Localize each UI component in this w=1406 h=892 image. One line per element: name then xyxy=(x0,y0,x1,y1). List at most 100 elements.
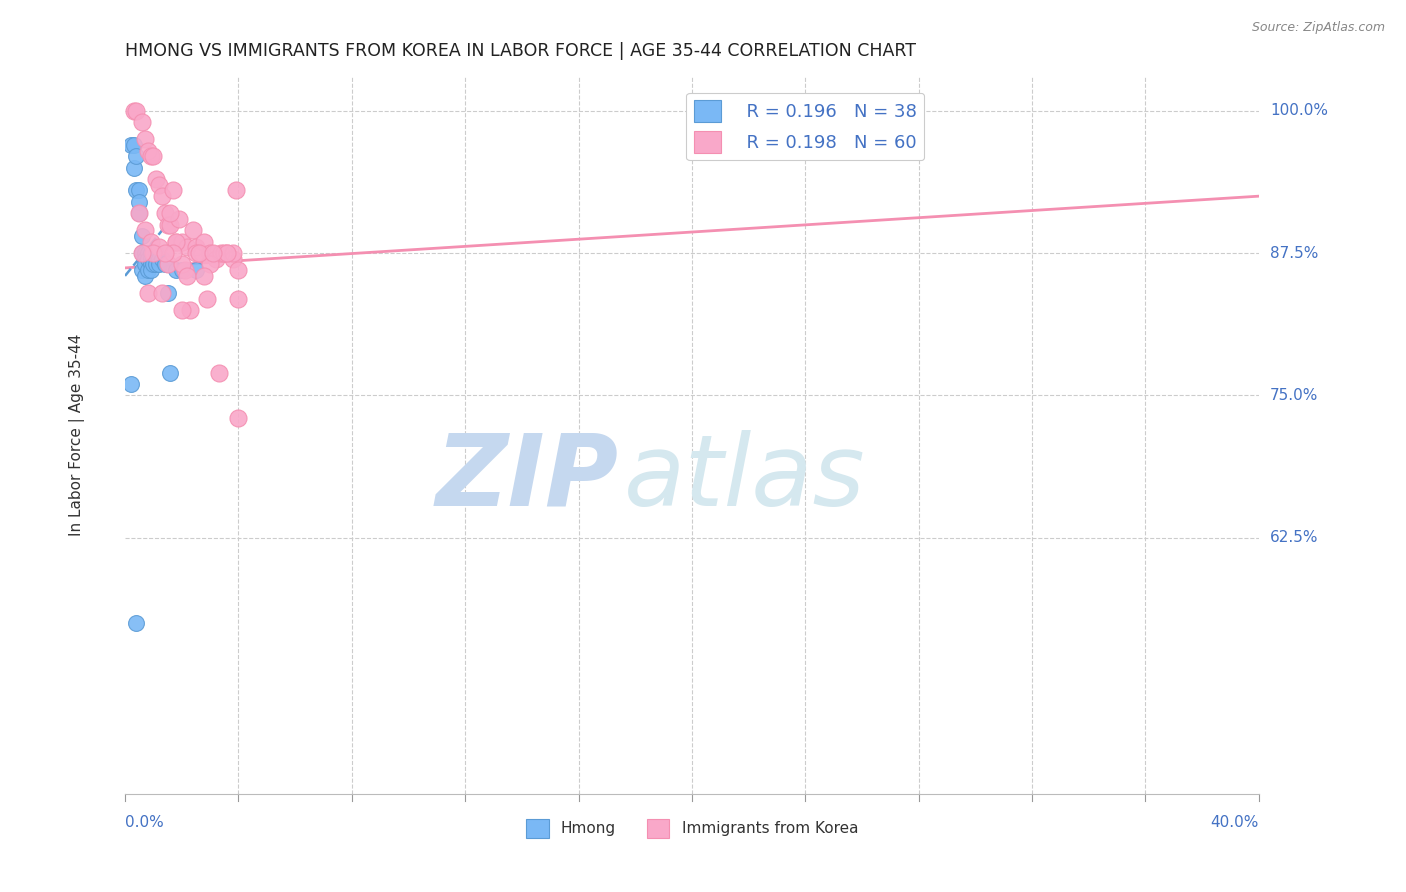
Point xyxy=(122,103,145,118)
Point xyxy=(179,303,201,318)
Point xyxy=(134,258,156,272)
Point xyxy=(222,252,245,266)
Point xyxy=(131,115,153,129)
Point xyxy=(148,258,170,272)
Point xyxy=(139,263,162,277)
Point xyxy=(153,246,176,260)
Point xyxy=(122,137,145,152)
Point xyxy=(212,246,235,260)
Point xyxy=(165,263,187,277)
Point xyxy=(139,149,162,163)
Point xyxy=(207,366,229,380)
Point xyxy=(150,285,173,300)
Point xyxy=(184,263,207,277)
Point xyxy=(215,246,238,260)
Point xyxy=(128,184,150,198)
Point xyxy=(148,240,170,254)
Text: 0.0%: 0.0% xyxy=(125,814,163,830)
Point xyxy=(142,252,165,266)
Point xyxy=(156,218,179,232)
Point xyxy=(170,235,193,249)
Point xyxy=(156,258,179,272)
Legend: Hmong, Immigrants from Korea: Hmong, Immigrants from Korea xyxy=(520,813,865,844)
Point xyxy=(159,366,181,380)
Point xyxy=(184,240,207,254)
Point xyxy=(153,258,176,272)
Point xyxy=(228,263,250,277)
Point xyxy=(170,303,193,318)
Point xyxy=(167,211,190,226)
Text: Source: ZipAtlas.com: Source: ZipAtlas.com xyxy=(1251,21,1385,34)
Point xyxy=(228,411,250,425)
Point xyxy=(209,246,232,260)
Point xyxy=(176,268,198,283)
Point xyxy=(134,252,156,266)
Point xyxy=(204,252,226,266)
Point xyxy=(165,235,187,249)
Point xyxy=(198,258,221,272)
Point xyxy=(125,616,148,631)
Point xyxy=(120,377,142,392)
Text: 87.5%: 87.5% xyxy=(1270,245,1319,260)
Point xyxy=(222,246,245,260)
Point xyxy=(125,103,148,118)
Point xyxy=(131,263,153,277)
Text: In Labor Force | Age 35-44: In Labor Force | Age 35-44 xyxy=(69,334,86,536)
Point xyxy=(176,240,198,254)
Point xyxy=(165,235,187,249)
Point xyxy=(153,206,176,220)
Point xyxy=(148,178,170,192)
Point xyxy=(170,263,193,277)
Point xyxy=(122,161,145,175)
Point xyxy=(139,252,162,266)
Point xyxy=(145,172,167,186)
Point xyxy=(131,229,153,244)
Point xyxy=(139,235,162,249)
Point xyxy=(187,246,209,260)
Point xyxy=(173,263,195,277)
Point xyxy=(148,252,170,266)
Point xyxy=(159,206,181,220)
Point xyxy=(139,246,162,260)
Point xyxy=(136,144,159,158)
Point xyxy=(201,246,224,260)
Point xyxy=(125,184,148,198)
Point xyxy=(195,292,218,306)
Point xyxy=(142,246,165,260)
Point xyxy=(136,285,159,300)
Text: 62.5%: 62.5% xyxy=(1270,530,1319,545)
Point xyxy=(131,246,153,260)
Text: atlas: atlas xyxy=(624,430,866,527)
Point xyxy=(142,258,165,272)
Text: 100.0%: 100.0% xyxy=(1270,103,1329,119)
Text: 75.0%: 75.0% xyxy=(1270,388,1319,403)
Point xyxy=(142,149,165,163)
Point xyxy=(125,149,148,163)
Point xyxy=(228,292,250,306)
Point xyxy=(187,246,209,260)
Point xyxy=(225,184,247,198)
Point xyxy=(131,246,153,260)
Point xyxy=(145,246,167,260)
Point xyxy=(120,137,142,152)
Point xyxy=(156,285,179,300)
Point xyxy=(139,258,162,272)
Point xyxy=(134,268,156,283)
Point xyxy=(134,132,156,146)
Point xyxy=(145,258,167,272)
Point xyxy=(190,246,212,260)
Point xyxy=(159,218,181,232)
Point xyxy=(170,258,193,272)
Point xyxy=(198,246,221,260)
Point xyxy=(128,206,150,220)
Point xyxy=(150,252,173,266)
Point xyxy=(134,223,156,237)
Point xyxy=(128,194,150,209)
Text: HMONG VS IMMIGRANTS FROM KOREA IN LABOR FORCE | AGE 35-44 CORRELATION CHART: HMONG VS IMMIGRANTS FROM KOREA IN LABOR … xyxy=(125,42,915,60)
Point xyxy=(142,246,165,260)
Point xyxy=(215,246,238,260)
Point xyxy=(128,206,150,220)
Point xyxy=(193,268,215,283)
Point xyxy=(162,246,184,260)
Point xyxy=(150,189,173,203)
